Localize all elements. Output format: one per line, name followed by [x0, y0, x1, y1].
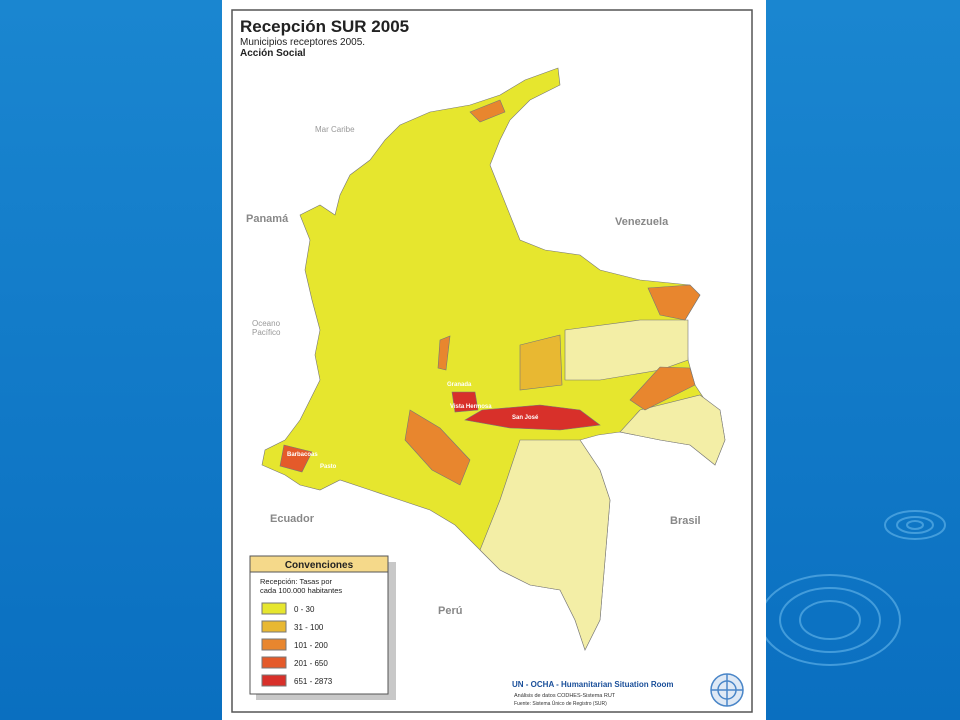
map-shapes: [261, 67, 726, 651]
legend-label: 0 - 30: [294, 605, 315, 614]
region: [619, 394, 726, 466]
map-subtitle: Municipios receptores 2005.: [240, 37, 365, 48]
place-label: Pacífico: [252, 328, 281, 337]
region: [519, 334, 563, 391]
legend-swatch: [261, 620, 287, 633]
place-label: Venezuela: [615, 216, 669, 228]
map-title: Recepción SUR 2005: [240, 17, 409, 36]
region: [279, 444, 313, 473]
footer-line: Análisis de datos CODHES-Sistema RUT: [514, 693, 616, 699]
region: [469, 99, 506, 123]
legend-header: [249, 555, 389, 573]
place-label: Oceano: [252, 319, 281, 328]
city-label: San José: [512, 415, 539, 421]
region: [451, 391, 479, 413]
ripples: [759, 510, 946, 666]
legend-swatch: [261, 638, 287, 651]
city-label: Barbacoas: [287, 452, 318, 458]
region: [629, 366, 696, 411]
place-label: Brasil: [670, 515, 701, 527]
legend-title: Convenciones: [285, 560, 354, 571]
legend-label: 201 - 650: [294, 659, 328, 668]
legend: Convenciones Recepción: Tasas por cada 1…: [249, 555, 396, 700]
city-label: Pasto: [320, 464, 337, 470]
legend-caption: Recepción: Tasas por: [260, 577, 332, 586]
place-label: Ecuador: [270, 513, 315, 525]
city-label: Granada: [447, 382, 472, 388]
legend-label: 651 - 2873: [294, 677, 333, 686]
legend-swatch: [261, 674, 287, 687]
map-subtitle: Acción Social: [240, 48, 306, 59]
region: [647, 284, 701, 321]
legend-label: 101 - 200: [294, 641, 328, 650]
place-label: Perú: [438, 605, 462, 617]
legend-caption: cada 100.000 habitantes: [260, 586, 342, 595]
footer-line: Fuente: Sistema Único de Registro (SUR): [514, 700, 607, 707]
region: [464, 404, 601, 431]
legend-swatch: [261, 656, 287, 669]
region: [404, 409, 471, 486]
region: [437, 335, 451, 371]
region: [479, 439, 611, 651]
place-label: Panamá: [246, 213, 289, 225]
place-label: Mar Caribe: [315, 125, 355, 134]
un-logo: [710, 673, 744, 707]
footer-org: UN - OCHA - Humanitarian Situation Room: [512, 680, 673, 689]
city-label: Vista Hermosa: [450, 404, 492, 410]
legend-label: 31 - 100: [294, 623, 324, 632]
region: [564, 319, 689, 381]
legend-swatch: [261, 602, 287, 615]
